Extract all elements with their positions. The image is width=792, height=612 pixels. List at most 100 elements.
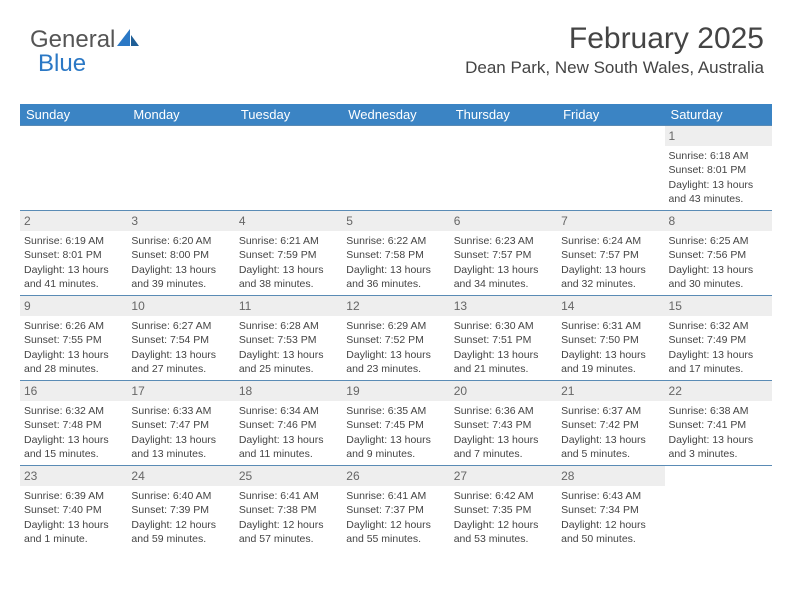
week-row: ......1Sunrise: 6:18 AMSunset: 8:01 PMDa… (20, 125, 772, 210)
daylight-text: Daylight: 13 hours and 17 minutes. (669, 348, 768, 376)
sunrise-text: Sunrise: 6:19 AM (24, 234, 123, 248)
sunset-text: Sunset: 7:34 PM (561, 503, 660, 517)
sunset-text: Sunset: 7:53 PM (239, 333, 338, 347)
day-cell: 24Sunrise: 6:40 AMSunset: 7:39 PMDayligh… (127, 466, 234, 550)
day-number: 2 (20, 211, 127, 231)
day-cell: 11Sunrise: 6:28 AMSunset: 7:53 PMDayligh… (235, 296, 342, 380)
sunrise-text: Sunrise: 6:29 AM (346, 319, 445, 333)
daylight-text: Daylight: 13 hours and 11 minutes. (239, 433, 338, 461)
day-number: 20 (450, 381, 557, 401)
day-cell: . (20, 126, 127, 210)
day-cell: 14Sunrise: 6:31 AMSunset: 7:50 PMDayligh… (557, 296, 664, 380)
sunrise-text: Sunrise: 6:21 AM (239, 234, 338, 248)
sunrise-text: Sunrise: 6:28 AM (239, 319, 338, 333)
day-number: 16 (20, 381, 127, 401)
day-number: 13 (450, 296, 557, 316)
day-cell: 16 Sunrise: 6:32 AMSunset: 7:48 PMDayligh… (20, 381, 127, 465)
sunrise-text: Sunrise: 6:36 AM (454, 404, 553, 418)
sunrise-text: Sunrise: 6:27 AM (131, 319, 230, 333)
day-number: 17 (127, 381, 234, 401)
sunset-text: Sunset: 7:45 PM (346, 418, 445, 432)
day-cell: 23Sunrise: 6:39 AMSunset: 7:40 PMDayligh… (20, 466, 127, 550)
day-header: Friday (557, 104, 664, 125)
sunrise-text: Sunrise: 6:22 AM (346, 234, 445, 248)
sunrise-text: Sunrise: 6:32 AM (24, 404, 123, 418)
day-number: 7 (557, 211, 664, 231)
sunrise-text: Sunrise: 6:30 AM (454, 319, 553, 333)
daylight-text: Daylight: 13 hours and 41 minutes. (24, 263, 123, 291)
sunset-text: Sunset: 7:54 PM (131, 333, 230, 347)
day-number: 10 (127, 296, 234, 316)
day-header: Sunday (20, 104, 127, 125)
sunrise-text: Sunrise: 6:42 AM (454, 489, 553, 503)
daylight-text: Daylight: 12 hours and 57 minutes. (239, 518, 338, 546)
daylight-text: Daylight: 13 hours and 1 minute. (24, 518, 123, 546)
day-number: 18 (235, 381, 342, 401)
logo-sail-icon (117, 26, 139, 54)
sunrise-text: Sunrise: 6:32 AM (669, 319, 768, 333)
sunset-text: Sunset: 7:58 PM (346, 248, 445, 262)
day-number: 19 (342, 381, 449, 401)
sunset-text: Sunset: 7:43 PM (454, 418, 553, 432)
day-cell: 26Sunrise: 6:41 AMSunset: 7:37 PMDayligh… (342, 466, 449, 550)
location: Dean Park, New South Wales, Australia (465, 58, 764, 78)
day-number: 21 (557, 381, 664, 401)
daylight-text: Daylight: 13 hours and 39 minutes. (131, 263, 230, 291)
daylight-text: Daylight: 13 hours and 28 minutes. (24, 348, 123, 376)
day-cell: . (557, 126, 664, 210)
daylight-text: Daylight: 12 hours and 53 minutes. (454, 518, 553, 546)
header: February 2025 Dean Park, New South Wales… (465, 22, 764, 78)
day-cell: 8Sunrise: 6:25 AMSunset: 7:56 PMDaylight… (665, 211, 772, 295)
day-number: 22 (665, 381, 772, 401)
day-number: 12 (342, 296, 449, 316)
daylight-text: Daylight: 13 hours and 21 minutes. (454, 348, 553, 376)
day-cell: . (450, 126, 557, 210)
day-number: 27 (450, 466, 557, 486)
day-number: 26 (342, 466, 449, 486)
day-cell: 15Sunrise: 6:32 AMSunset: 7:49 PMDayligh… (665, 296, 772, 380)
day-number: 24 (127, 466, 234, 486)
sunset-text: Sunset: 7:51 PM (454, 333, 553, 347)
sunrise-text: Sunrise: 6:33 AM (131, 404, 230, 418)
sunset-text: Sunset: 7:46 PM (239, 418, 338, 432)
sunset-text: Sunset: 7:38 PM (239, 503, 338, 517)
sunrise-text: Sunrise: 6:35 AM (346, 404, 445, 418)
sunrise-text: Sunrise: 6:24 AM (561, 234, 660, 248)
calendar: SundayMondayTuesdayWednesdayThursdayFrid… (20, 104, 772, 550)
day-cell: 27 Sunrise: 6:42 AMSunset: 7:35 PMDayligh… (450, 466, 557, 550)
sunrise-text: Sunrise: 6:39 AM (24, 489, 123, 503)
day-header: Tuesday (235, 104, 342, 125)
day-cell: . (342, 126, 449, 210)
daylight-text: Daylight: 13 hours and 9 minutes. (346, 433, 445, 461)
day-cell: 10 Sunrise: 6:27 AMSunset: 7:54 PMDayligh… (127, 296, 234, 380)
day-cell: 17 Sunrise: 6:33 AMSunset: 7:47 PMDayligh… (127, 381, 234, 465)
day-cell: 12Sunrise: 6:29 AMSunset: 7:52 PMDayligh… (342, 296, 449, 380)
sunset-text: Sunset: 7:47 PM (131, 418, 230, 432)
week-row: 9Sunrise: 6:26 AMSunset: 7:55 PMDaylight… (20, 295, 772, 380)
day-header: Saturday (665, 104, 772, 125)
week-row: 16Sunrise: 6:32 AMSunset: 7:48 PMDayligh… (20, 380, 772, 465)
sunset-text: Sunset: 7:48 PM (24, 418, 123, 432)
day-header: Wednesday (342, 104, 449, 125)
day-cell: 2 Sunrise: 6:19 AMSunset: 8:01 PMDaylight… (20, 211, 127, 295)
daylight-text: Daylight: 13 hours and 15 minutes. (24, 433, 123, 461)
sunrise-text: Sunrise: 6:18 AM (669, 149, 768, 163)
day-number: 28 (557, 466, 664, 486)
daylight-text: Daylight: 13 hours and 3 minutes. (669, 433, 768, 461)
sunset-text: Sunset: 8:01 PM (669, 163, 768, 177)
day-cell: . (665, 466, 772, 550)
daylight-text: Daylight: 13 hours and 27 minutes. (131, 348, 230, 376)
daylight-text: Daylight: 13 hours and 25 minutes. (239, 348, 338, 376)
sunrise-text: Sunrise: 6:41 AM (239, 489, 338, 503)
sunset-text: Sunset: 7:55 PM (24, 333, 123, 347)
sunset-text: Sunset: 7:49 PM (669, 333, 768, 347)
sunset-text: Sunset: 8:01 PM (24, 248, 123, 262)
sunset-text: Sunset: 7:59 PM (239, 248, 338, 262)
sunset-text: Sunset: 7:42 PM (561, 418, 660, 432)
sunset-text: Sunset: 7:35 PM (454, 503, 553, 517)
day-cell: 25Sunrise: 6:41 AMSunset: 7:38 PMDayligh… (235, 466, 342, 550)
day-cell: 3Sunrise: 6:20 AMSunset: 8:00 PMDaylight… (127, 211, 234, 295)
daylight-text: Daylight: 13 hours and 13 minutes. (131, 433, 230, 461)
day-cell: 13 Sunrise: 6:30 AMSunset: 7:51 PMDayligh… (450, 296, 557, 380)
day-cell: 4Sunrise: 6:21 AMSunset: 7:59 PMDaylight… (235, 211, 342, 295)
